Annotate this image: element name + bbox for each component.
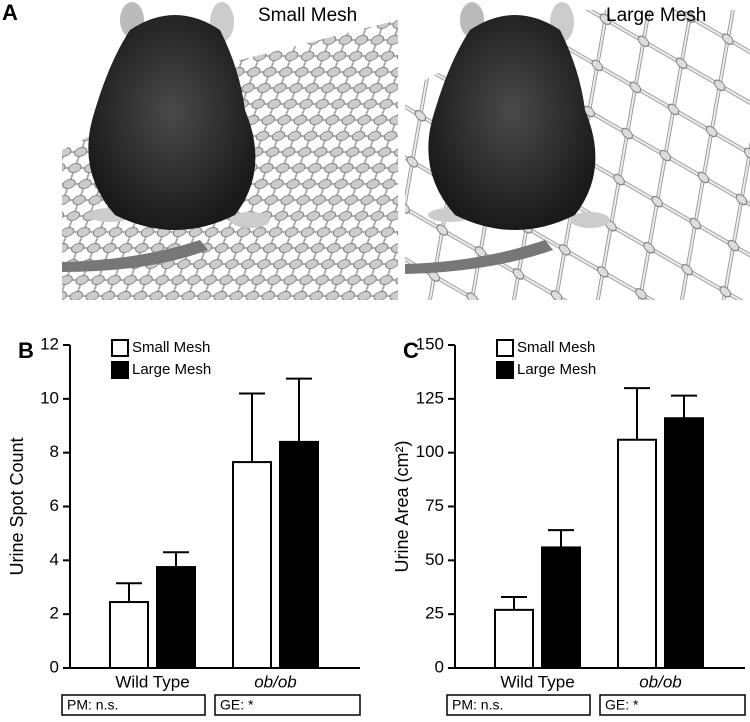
bar [232, 461, 272, 669]
y-tick-label: 8 [50, 442, 59, 461]
panel-title: Small Mesh [258, 5, 357, 26]
y-tick-label: 50 [425, 550, 444, 569]
bar [541, 546, 581, 669]
y-tick-label: 12 [40, 334, 59, 353]
y-tick-label: 2 [50, 604, 59, 623]
bar [494, 608, 534, 669]
illustration-small-mesh [62, 2, 398, 300]
legend-swatch [111, 361, 129, 379]
illustration-large-mesh [405, 2, 750, 300]
footnote: PM: n.s. [452, 697, 503, 713]
bar [109, 601, 149, 669]
legend-swatch [111, 339, 129, 357]
legend-label: Small Mesh [132, 339, 210, 356]
footnote-box [214, 694, 361, 716]
footnote-box [446, 694, 591, 716]
y-tick-label: 0 [435, 657, 444, 676]
panel-title: Large Mesh [606, 5, 706, 26]
legend-swatch [496, 361, 514, 379]
bar [664, 417, 704, 670]
y-axis-label: Urine Spot Count [7, 437, 27, 575]
y-tick-label: 0 [50, 657, 59, 676]
legend-swatch [496, 339, 514, 357]
y-tick-label: 125 [416, 388, 444, 407]
footnote: PM: n.s. [67, 697, 118, 713]
x-tick-label: ob/ob [254, 672, 297, 691]
panel-label: B [18, 338, 34, 363]
y-tick-label: 100 [416, 442, 444, 461]
bar [279, 440, 319, 669]
legend-label: Small Mesh [517, 339, 595, 356]
panel-label: C [403, 338, 419, 363]
y-tick-label: 4 [50, 550, 59, 569]
panel-label: A [2, 0, 18, 25]
y-axis-label: Urine Area (cm²) [392, 440, 412, 572]
x-tick-label: ob/ob [639, 672, 682, 691]
x-tick-label: Wild Type [500, 672, 574, 691]
bar [617, 438, 657, 669]
y-tick-label: 150 [416, 334, 444, 353]
footnote: GE: * [605, 697, 639, 713]
y-tick-label: 10 [40, 388, 59, 407]
y-tick-label: 75 [425, 496, 444, 515]
x-tick-label: Wild Type [115, 672, 189, 691]
footnote-box [61, 694, 206, 716]
legend-label: Large Mesh [132, 361, 211, 378]
bar [156, 566, 196, 669]
y-tick-label: 6 [50, 496, 59, 515]
y-tick-label: 25 [425, 604, 444, 623]
footnote-box [599, 694, 746, 716]
legend-label: Large Mesh [517, 361, 596, 378]
footnote: GE: * [220, 697, 254, 713]
